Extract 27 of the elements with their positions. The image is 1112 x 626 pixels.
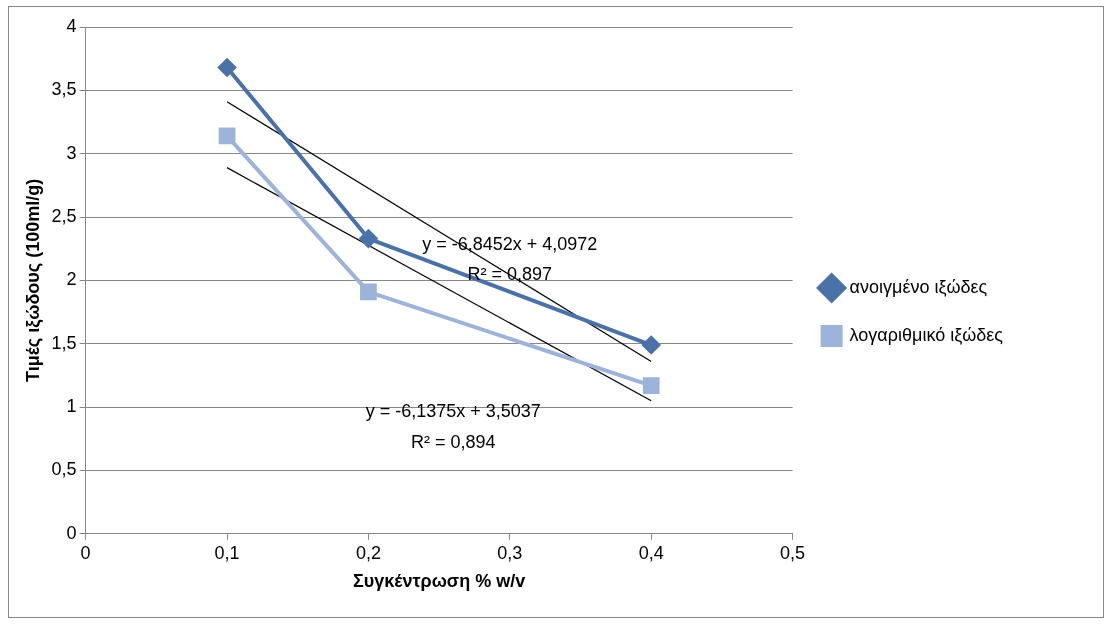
x-tick-label: 0,4 (638, 542, 664, 563)
y-tick-label: 0,5 (51, 459, 77, 480)
point (218, 58, 237, 77)
y-axis-title: Τιμές ιξώδους (100ml/g) (22, 178, 44, 382)
x-tick-label: 0 (80, 542, 91, 563)
y-tick-label: 2 (66, 269, 77, 290)
point (360, 283, 377, 301)
y-tick-label: 3 (66, 142, 77, 163)
x-tick-label: 0,2 (355, 542, 381, 563)
y-tick-label: 3,5 (51, 79, 77, 100)
y-tick-label: 1 (66, 396, 77, 417)
legend-label: ανοιγμένο ιξώδες (849, 276, 988, 297)
y-tick-label: 0 (66, 522, 77, 543)
point (359, 229, 378, 248)
x-tick-label: 0,5 (780, 542, 806, 563)
point (642, 377, 660, 394)
x-axis-title: Συγκέντρωση % w/v (353, 571, 526, 592)
y-tick-label: 2,5 (51, 206, 77, 227)
x-tick-label: 0,1 (214, 542, 240, 563)
point (642, 336, 661, 355)
y-tick-label: 1,5 (51, 332, 77, 353)
x-tick-label: 0,3 (497, 542, 523, 563)
annotation: R² = 0,894 (410, 431, 496, 452)
legend-label: λογαριθμικό ιξώδες (849, 324, 1004, 345)
point (218, 127, 236, 145)
annotation: y = -6,1375x + 3,5037 (365, 401, 541, 422)
y-tick-label: 4 (66, 15, 77, 36)
